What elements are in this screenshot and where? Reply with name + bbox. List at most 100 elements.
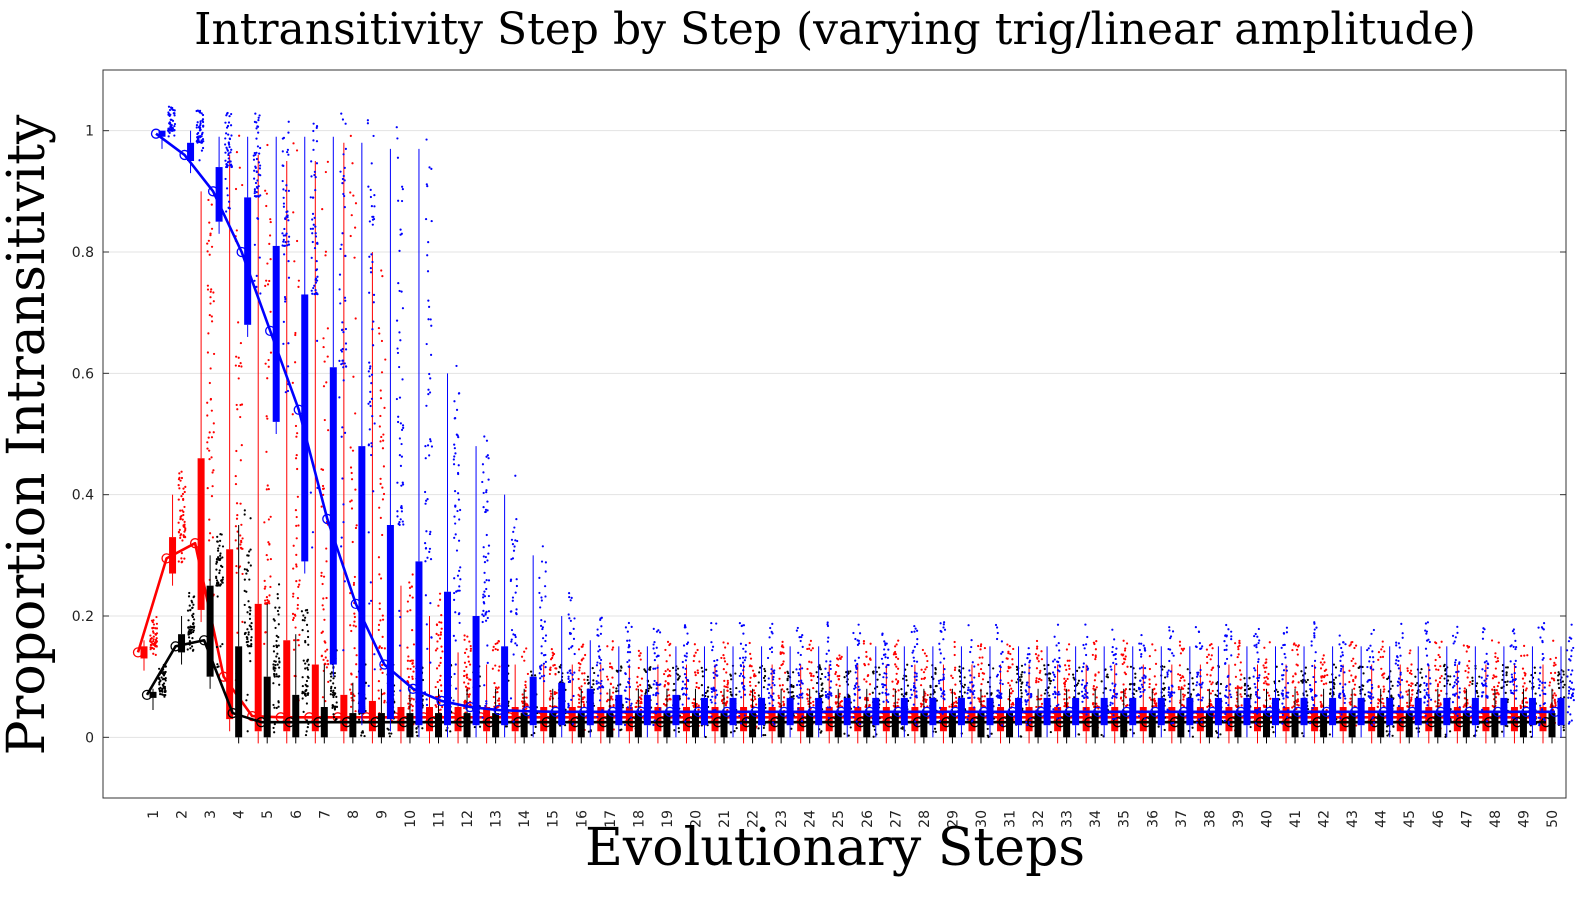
data-point	[1494, 652, 1497, 655]
data-point	[1408, 652, 1411, 655]
data-point	[1382, 685, 1385, 688]
data-point	[323, 360, 326, 363]
data-point	[287, 153, 290, 156]
data-point	[275, 645, 279, 649]
data-point	[395, 397, 398, 401]
data-point	[1067, 673, 1071, 676]
data-point	[295, 453, 298, 457]
data-point	[463, 634, 466, 637]
data-point	[208, 539, 211, 542]
data-point	[862, 642, 865, 645]
data-point	[208, 518, 211, 521]
data-point	[763, 667, 766, 671]
data-point	[258, 167, 262, 170]
x-tick-label: 41	[1288, 810, 1304, 828]
data-point	[342, 503, 345, 506]
data-point	[230, 148, 233, 151]
data-point	[369, 581, 372, 584]
data-point	[810, 672, 813, 675]
data-point	[257, 185, 260, 188]
x-tick-label: 48	[1488, 810, 1504, 828]
data-point	[396, 481, 399, 484]
chart-title: Intransitivity Step by Step (varying tri…	[194, 4, 1476, 55]
data-point	[1505, 674, 1508, 677]
data-point	[208, 449, 211, 452]
box	[292, 694, 300, 738]
box	[520, 713, 528, 738]
data-point	[963, 676, 966, 679]
data-point	[241, 547, 244, 550]
data-point	[266, 558, 269, 561]
data-point	[1322, 654, 1325, 657]
data-point	[315, 268, 319, 271]
data-point	[1206, 705, 1209, 709]
data-point	[340, 349, 343, 352]
data-point	[849, 726, 852, 729]
data-point	[862, 640, 866, 643]
data-point	[1235, 691, 1238, 694]
data-point	[254, 166, 257, 170]
data-point	[981, 695, 984, 698]
data-point	[335, 701, 338, 704]
data-point	[399, 615, 402, 619]
data-point	[311, 232, 314, 235]
data-point	[729, 690, 732, 694]
data-point	[253, 192, 256, 195]
data-point	[256, 145, 260, 148]
data-point	[399, 422, 402, 425]
data-point	[1121, 699, 1124, 702]
data-point	[1549, 671, 1553, 675]
data-point	[284, 189, 287, 192]
data-point	[1063, 677, 1066, 680]
data-point	[779, 652, 782, 656]
data-point	[315, 126, 318, 129]
data-point	[234, 364, 237, 367]
data-point	[377, 697, 381, 700]
data-point	[1100, 680, 1103, 683]
data-point	[215, 645, 218, 649]
data-point	[350, 499, 353, 502]
data-point	[949, 688, 952, 691]
data-point	[1008, 644, 1011, 648]
data-point	[1154, 662, 1158, 665]
data-point	[255, 274, 258, 277]
x-tick-label: 9	[374, 810, 390, 819]
data-point	[294, 509, 298, 512]
data-point	[354, 710, 357, 713]
data-point	[726, 679, 729, 682]
data-point	[677, 677, 680, 680]
data-point	[218, 571, 221, 575]
data-point	[1328, 733, 1331, 736]
data-point	[1035, 677, 1038, 680]
data-point	[920, 705, 923, 708]
data-point	[1556, 679, 1560, 682]
data-point	[1419, 690, 1422, 694]
data-point	[284, 391, 287, 394]
data-point	[411, 596, 414, 599]
data-point	[333, 708, 337, 711]
data-point	[164, 677, 167, 680]
data-point	[378, 506, 381, 509]
data-point	[378, 607, 381, 611]
data-point	[608, 665, 612, 669]
data-point	[982, 700, 985, 703]
data-point	[200, 112, 203, 115]
data-point	[951, 676, 954, 680]
data-point	[438, 637, 442, 640]
data-point	[1077, 692, 1080, 695]
data-point	[246, 638, 249, 641]
data-point	[369, 195, 373, 199]
data-point	[812, 675, 815, 678]
data-point	[333, 675, 336, 678]
data-point	[606, 645, 609, 648]
data-point	[762, 686, 766, 689]
data-point	[810, 679, 813, 682]
data-point	[935, 684, 938, 688]
data-point	[1549, 658, 1552, 661]
data-point	[298, 583, 301, 586]
data-point	[400, 442, 403, 446]
data-point	[678, 675, 681, 678]
data-point	[382, 692, 386, 695]
data-point	[469, 644, 472, 648]
data-point	[723, 657, 726, 660]
